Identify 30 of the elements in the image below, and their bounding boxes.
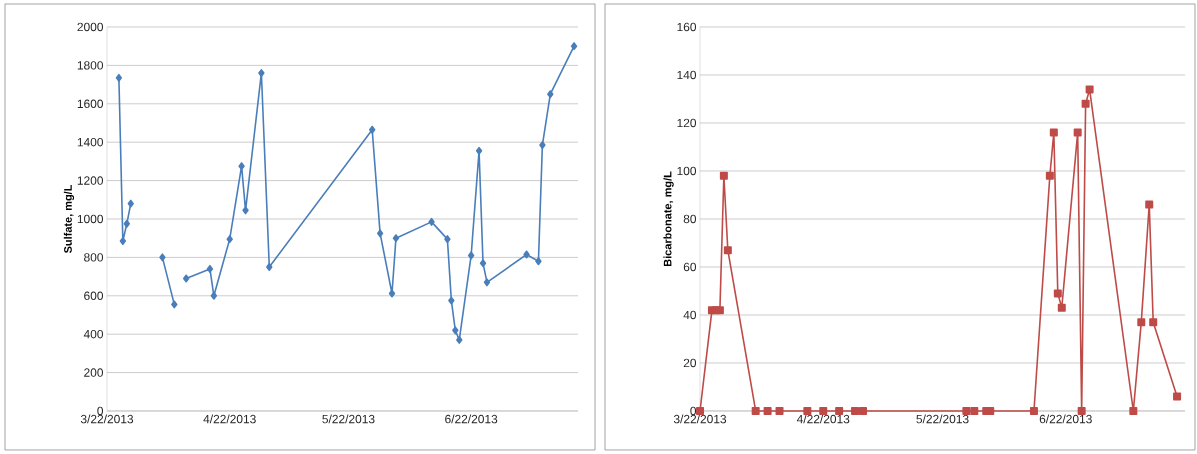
y-tick-label: 40 (683, 310, 697, 320)
y-tick-label: 1400 (77, 137, 104, 147)
y-tick-label: 0 (690, 406, 697, 416)
y-tick-label: 2000 (77, 22, 104, 32)
x-tick-label: 3/22/2013 (80, 414, 134, 424)
y-tick-label: 60 (683, 262, 697, 272)
y-tick-label: 140 (677, 70, 697, 80)
y-tick-label: 80 (683, 214, 697, 224)
x-tick-label: 3/22/2013 (673, 414, 727, 424)
x-tick-label: 5/22/2013 (916, 414, 969, 424)
y-tick-label: 0 (97, 406, 104, 416)
x-tick-label: 6/22/2013 (1039, 414, 1092, 424)
x-tick-label: 4/22/2013 (203, 414, 256, 424)
y-tick-label: 1600 (77, 99, 104, 109)
x-tick-label: 5/22/2013 (322, 414, 375, 424)
y-tick-label: 100 (677, 166, 697, 176)
x-tick-label: 6/22/2013 (445, 414, 498, 424)
y-axis-title: Sulfate, mg/L (63, 184, 75, 254)
y-tick-label: 1800 (77, 61, 104, 70)
y-tick-label: 800 (84, 253, 104, 262)
y-tick-label: 600 (84, 291, 104, 301)
y-tick-label: 120 (677, 118, 697, 128)
y-tick-label: 20 (683, 358, 697, 368)
y-tick-label: 160 (677, 22, 697, 32)
y-axis-title: Bicarbonate, mg/L (663, 171, 674, 267)
y-tick-label: 400 (83, 329, 104, 339)
x-tick-label: 4/22/2013 (796, 414, 850, 424)
y-tick-label: 200 (84, 368, 104, 377)
y-tick-label: 1000 (77, 214, 104, 224)
y-tick-label: 1200 (77, 176, 104, 185)
